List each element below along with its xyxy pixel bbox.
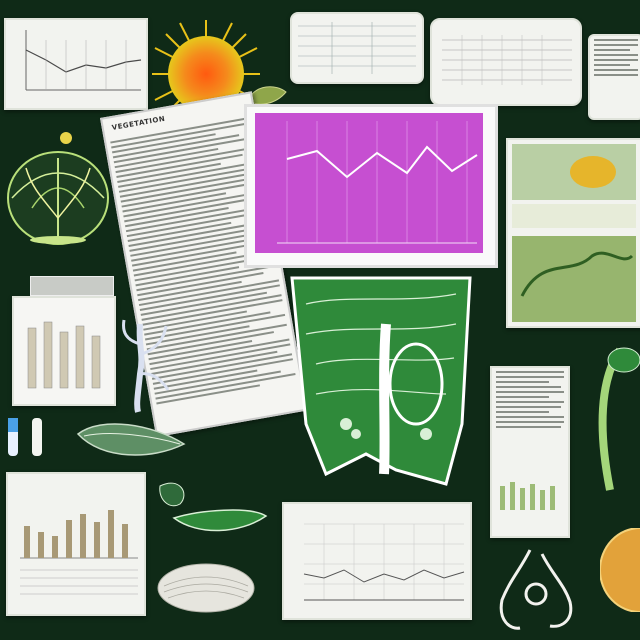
doc-card-right-middle (490, 366, 570, 538)
test-tube-icon (4, 416, 48, 462)
bar-chart-card-bottom-left (6, 472, 146, 616)
seed-pod-icon (72, 414, 190, 466)
bar-chart-card-left (12, 296, 116, 406)
line-chart-card-top-left (4, 18, 148, 110)
leaf-section-icon (286, 274, 476, 496)
root-icon (118, 314, 174, 414)
magenta-line-chart (255, 113, 483, 253)
label-strip (30, 276, 114, 296)
orange-disk-icon (599, 527, 640, 613)
line-chart-card-bottom (282, 502, 472, 620)
magenta-chart-panel (244, 104, 498, 268)
leaf-icon (246, 82, 288, 110)
doc-card-top-far-right (588, 34, 640, 120)
table-card-top-right (430, 18, 582, 106)
flower-icon (590, 340, 640, 500)
table-card-top (290, 12, 424, 84)
right-image-card (506, 138, 640, 328)
plant-dome-icon (2, 128, 110, 248)
root-system-icon (490, 540, 580, 636)
seed-icon (150, 476, 270, 616)
line-chart-top-left (25, 30, 142, 91)
